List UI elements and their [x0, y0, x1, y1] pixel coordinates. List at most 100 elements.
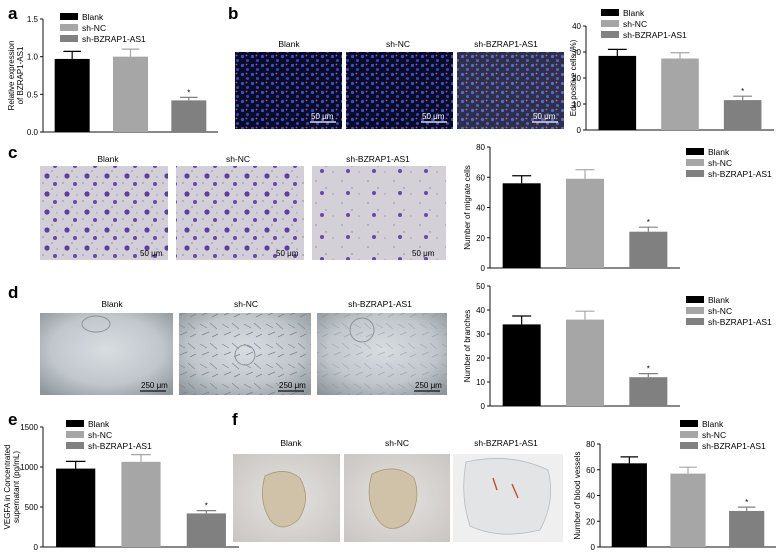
bar-sh-nc: [661, 58, 699, 130]
legend-swatch: [66, 442, 84, 449]
bar-sh-nc: [670, 473, 706, 547]
edu-image-blank: [235, 52, 342, 129]
scale-bar-label: 250 μm: [415, 381, 442, 390]
legend-label: Blank: [88, 419, 110, 429]
y-tick-label: 80: [476, 143, 485, 152]
transwell-image-sh-nc: [176, 166, 304, 260]
image-label-sh-bzrap1-as1: sh-BZRAP1-AS1: [474, 39, 538, 49]
y-tick-label: 0: [481, 264, 486, 273]
panel-letter: d: [8, 283, 18, 302]
bar-blank: [502, 324, 541, 406]
y-axis-label: Edu positive cells (%): [569, 39, 578, 116]
legend-label: Blank: [82, 12, 104, 22]
significance-marker: *: [187, 88, 190, 97]
y-tick-label: 40: [476, 306, 485, 315]
legend-swatch: [601, 20, 619, 27]
legend-label: sh-BZRAP1-AS1: [702, 441, 766, 451]
image-label-blank: Blank: [280, 438, 302, 448]
legend-swatch: [686, 307, 704, 314]
legend-label: sh-NC: [708, 306, 732, 316]
image-label-sh-nc: sh-NC: [234, 299, 258, 309]
image-label-sh-nc: sh-NC: [386, 39, 410, 49]
legend-label: sh-BZRAP1-AS1: [82, 34, 146, 44]
panel-letter: a: [8, 4, 18, 23]
y-tick-label: 1000: [20, 463, 38, 472]
y-tick-label: 0: [577, 126, 582, 135]
y-axis-label: Number of branches: [463, 310, 472, 382]
scale-bar-label: 50 μm: [140, 249, 163, 258]
legend-label: Blank: [702, 419, 724, 429]
legend-label: sh-BZRAP1-AS1: [708, 317, 772, 327]
edu-image-sh-bzrap1-as1: [457, 52, 564, 129]
y-axis-label: VEGFA in Concentratedsupernatant (pg/mL): [3, 445, 21, 530]
bar-blank: [54, 58, 90, 132]
image-label-sh-bzrap1-as1: sh-BZRAP1-AS1: [348, 299, 412, 309]
y-tick-label: 0: [591, 543, 596, 552]
bar-sh-bzrap1-as1: [171, 100, 207, 132]
significance-marker: *: [647, 365, 650, 374]
significance-marker: *: [741, 87, 744, 96]
scale-bar-label: 50 μm: [276, 249, 299, 258]
edu-image-sh-nc: [346, 52, 453, 129]
legend-label: Blank: [708, 147, 730, 157]
scale-bar-label: 50 μm: [422, 112, 445, 121]
scale-bar-label: 50 μm: [311, 112, 334, 121]
image-label-blank: Blank: [97, 154, 119, 164]
image-label-sh-bzrap1-as1: sh-BZRAP1-AS1: [346, 154, 410, 164]
significance-marker: *: [647, 218, 650, 227]
bar-sh-bzrap1-as1: [629, 377, 668, 406]
y-tick-label: 60: [586, 466, 595, 475]
y-tick-label: 80: [586, 440, 595, 449]
chart-d: 0 10 20 30 40 50 Number of branches * Blanksh-NC…: [463, 282, 772, 411]
scale-bar-label: 250 μm: [141, 381, 168, 390]
bar-blank: [502, 183, 541, 268]
legend-label: sh-BZRAP1-AS1: [88, 441, 152, 451]
chart-e: 0 500 1000 1500 VEGFA in Concentratedsuperna…: [3, 419, 239, 552]
legend-swatch: [60, 13, 78, 20]
tube-image-blank: [40, 313, 173, 395]
y-axis-label: Number of blood vessels: [573, 451, 582, 539]
legend-label: Blank: [623, 8, 645, 18]
bar-sh-nc: [113, 56, 148, 132]
y-tick-label: 20: [586, 517, 595, 526]
legend-label: sh-NC: [623, 19, 647, 29]
legend-label: sh-NC: [702, 430, 726, 440]
y-axis-label: Relative expressionof BZRAP1-AS1: [7, 41, 25, 111]
bar-sh-nc: [121, 461, 161, 547]
y-tick-label: 60: [476, 173, 485, 182]
y-tick-label: 0.0: [27, 128, 39, 137]
y-tick-label: 1.5: [27, 15, 39, 24]
legend-swatch: [66, 431, 84, 438]
legend-swatch: [680, 431, 698, 438]
y-tick-label: 0: [481, 402, 486, 411]
panel-f-images: Blank sh-NC sh-BZRAP1-AS1: [233, 438, 563, 542]
legend-swatch: [680, 420, 698, 427]
image-label-blank: Blank: [101, 299, 123, 309]
transwell-image-sh-bzrap1-as1: [312, 166, 446, 260]
image-label-sh-nc: sh-NC: [385, 438, 409, 448]
legend-swatch: [66, 420, 84, 427]
y-tick-label: 20: [572, 74, 581, 83]
y-tick-label: 1.0: [27, 53, 39, 62]
bar-sh-nc: [566, 319, 604, 406]
legend-label: sh-NC: [82, 23, 106, 33]
y-tick-label: 40: [586, 492, 595, 501]
legend-swatch: [601, 9, 619, 16]
legend-swatch: [686, 148, 704, 155]
image-label-blank: Blank: [278, 39, 300, 49]
legend-label: sh-BZRAP1-AS1: [623, 30, 687, 40]
y-tick-label: 50: [476, 282, 485, 291]
y-tick-label: 30: [476, 330, 485, 339]
bar-sh-bzrap1-as1: [186, 513, 226, 547]
legend-swatch: [686, 296, 704, 303]
panel-letters: a b c d e f: [8, 4, 238, 429]
bar-sh-nc: [566, 178, 604, 268]
legend-swatch: [601, 31, 619, 38]
legend-label: Blank: [708, 295, 730, 305]
bar-blank: [611, 463, 647, 547]
scale-bar-label: 250 μm: [279, 381, 306, 390]
y-tick-label: 500: [25, 503, 39, 512]
